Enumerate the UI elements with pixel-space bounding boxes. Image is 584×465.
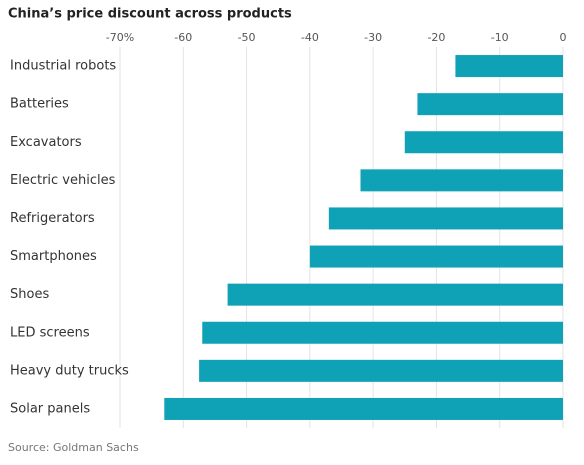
category-label: Excavators <box>10 135 82 150</box>
category-label: Shoes <box>10 287 49 302</box>
bar <box>227 283 564 306</box>
category-label: Heavy duty trucks <box>10 363 129 378</box>
bar <box>328 207 563 230</box>
x-tick-label: -20 <box>427 31 445 44</box>
bar <box>404 131 563 154</box>
x-tick-label: -10 <box>491 31 509 44</box>
bar <box>202 321 563 344</box>
category-label: LED screens <box>10 325 90 340</box>
bar <box>455 55 563 78</box>
category-label: Industrial robots <box>10 59 116 74</box>
x-tick-label: -30 <box>364 31 382 44</box>
category-label: Refrigerators <box>10 211 95 226</box>
x-tick-label: -40 <box>301 31 319 44</box>
x-tick-label: -50 <box>238 31 256 44</box>
x-tick-label: 0 <box>560 31 567 44</box>
bar <box>417 93 563 116</box>
category-label: Batteries <box>10 97 69 112</box>
x-tick-label: -70% <box>106 31 134 44</box>
category-label: Electric vehicles <box>10 173 116 188</box>
category-label: Smartphones <box>10 249 97 264</box>
chart-title: China’s price discount across products <box>8 7 292 22</box>
x-tick-label: -60 <box>174 31 192 44</box>
bar <box>360 169 563 192</box>
bar <box>199 359 563 382</box>
source-note: Source: Goldman Sachs <box>8 441 139 454</box>
bar <box>164 397 564 420</box>
category-label: Solar panels <box>10 401 90 416</box>
bar <box>309 245 563 268</box>
